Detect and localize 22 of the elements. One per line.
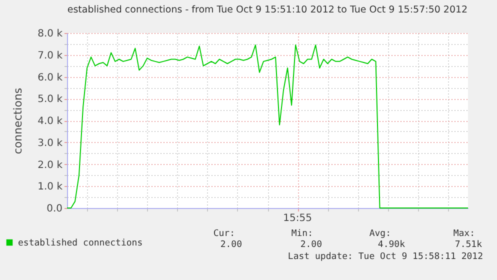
text: Min: bbox=[291, 229, 313, 239]
y-tick-label: 4.0 k bbox=[38, 116, 63, 127]
y-tick-label: 0.0 bbox=[46, 204, 62, 214]
y-tick-label: 2.0 k bbox=[38, 160, 63, 171]
y-tick-label: 6.0 k bbox=[38, 72, 63, 84]
text: Last update: Tue Oct 9 15:58:11 2012 bbox=[288, 252, 483, 262]
text: 2.00 bbox=[300, 240, 322, 250]
y-tick-label: 5.0 k bbox=[38, 94, 63, 106]
text: 15:55 bbox=[283, 213, 312, 224]
text: Avg: bbox=[369, 229, 391, 239]
text: Cur: bbox=[213, 229, 235, 239]
legend-label: established connections bbox=[18, 238, 143, 248]
text: 4.90k bbox=[378, 240, 406, 250]
text: 2.00 bbox=[220, 240, 242, 250]
text: Max: bbox=[453, 229, 475, 239]
chart-title: established connections - from Tue Oct 9 15:51:10 2012 to Tue Oct 9 15:57:50 2012 bbox=[67, 4, 468, 16]
y-tick-label: 7.0 k bbox=[38, 50, 63, 62]
y-tick-label: 8.0 k bbox=[38, 28, 63, 40]
text: 7.51k bbox=[454, 240, 483, 250]
y-tick-label: 1.0 k bbox=[38, 182, 63, 193]
y-tick-label: 3.0 k bbox=[38, 138, 63, 149]
y-axis-title: connections bbox=[12, 88, 25, 154]
